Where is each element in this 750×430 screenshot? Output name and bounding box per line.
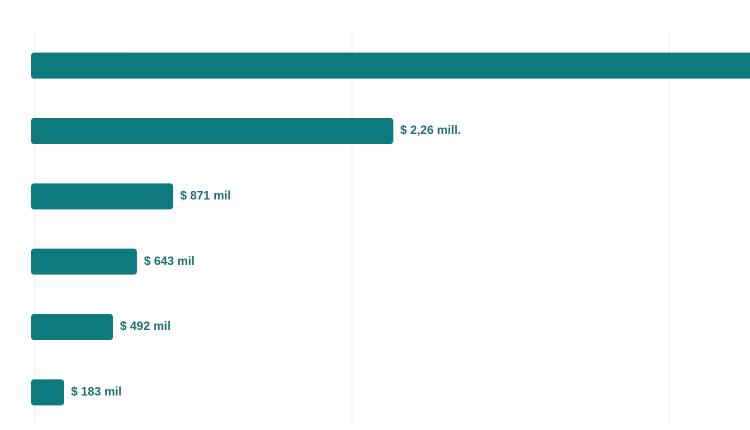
value-label: $ 2,26 mill. (400, 123, 461, 137)
grid (34, 33, 670, 425)
bar (31, 314, 113, 340)
value-label: $ 643 mil (144, 254, 195, 268)
bar (31, 379, 65, 406)
bar (31, 183, 174, 210)
value-label: $ 492 mil (120, 319, 171, 333)
bars (31, 52, 750, 406)
value-label: $ 871 mil (180, 189, 231, 203)
bar (31, 118, 394, 144)
value-label: $ 183 mil (71, 385, 122, 399)
bar (31, 248, 137, 275)
bar (31, 52, 750, 79)
